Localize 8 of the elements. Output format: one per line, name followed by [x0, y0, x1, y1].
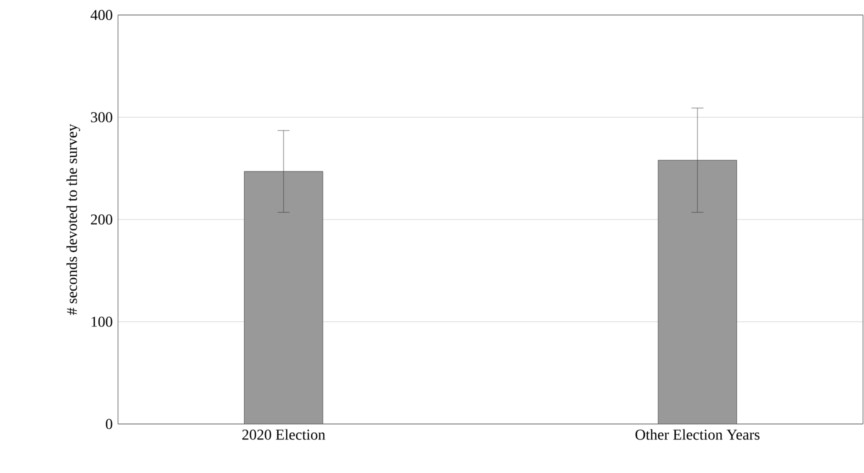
y-tick-label: 200: [90, 214, 112, 225]
y-tick-label: 0: [106, 418, 112, 430]
y-axis-title: # seconds devoted to the survey: [66, 124, 80, 315]
y-tick-label: 100: [92, 316, 112, 327]
y-tick-label: 400: [90, 10, 112, 20]
x-tick-label: Other Election Years: [636, 429, 760, 440]
y-tick-label: 300: [91, 112, 112, 122]
x-tick-label: 2020 Election: [242, 429, 326, 440]
